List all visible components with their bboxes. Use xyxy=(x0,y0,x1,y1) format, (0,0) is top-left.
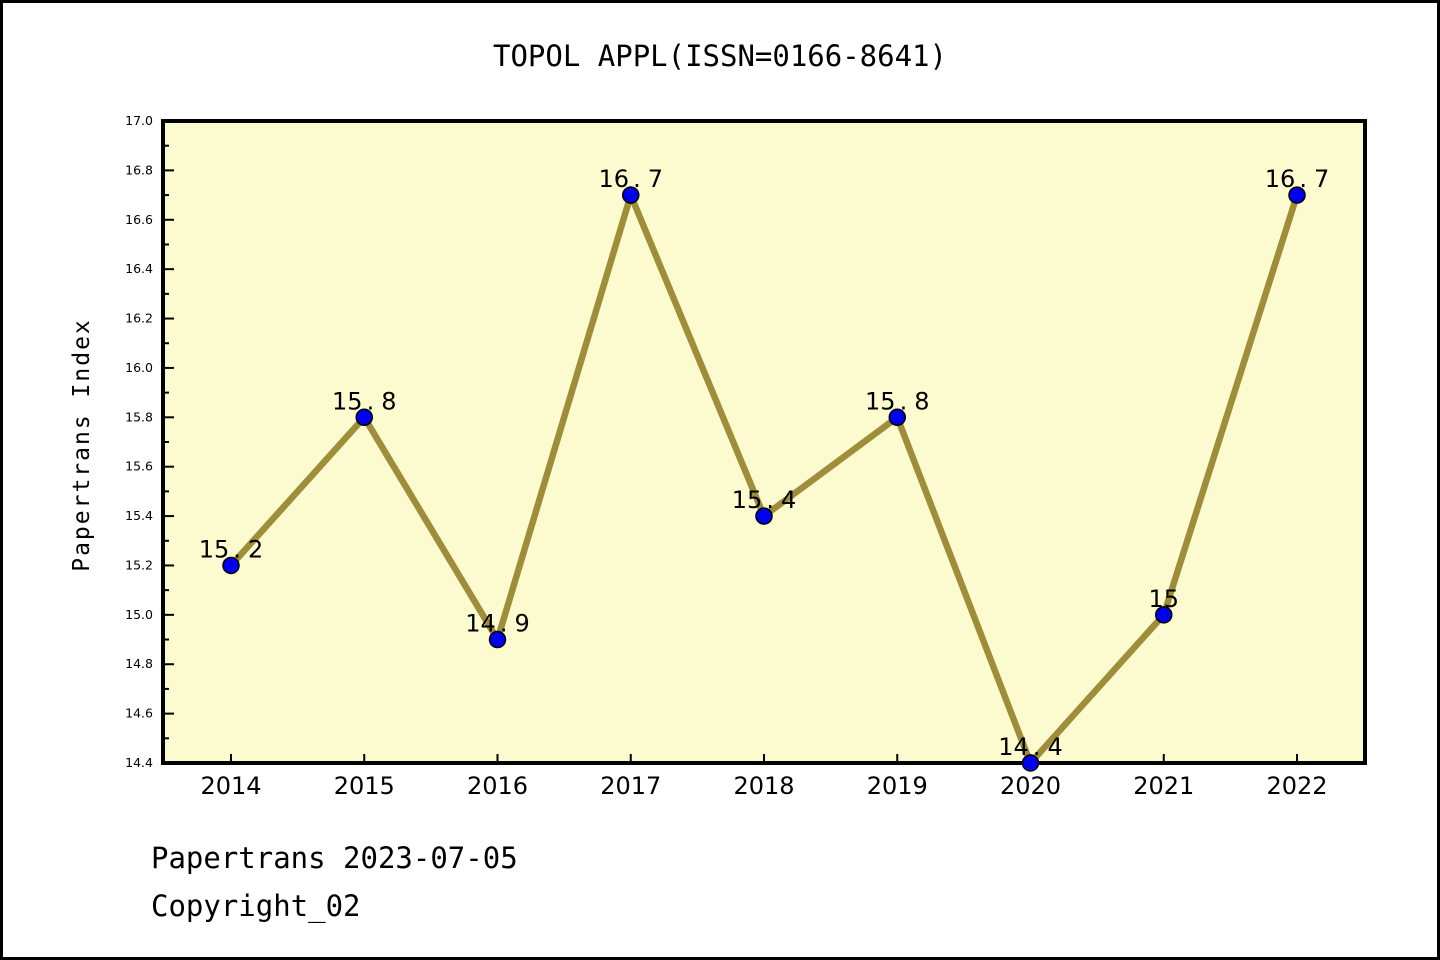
y-tick-label: 16.8 xyxy=(125,162,153,177)
x-tick-label: 2022 xyxy=(1266,772,1327,800)
data-point-marker xyxy=(1021,754,1040,772)
point-label: 15. 8 xyxy=(865,387,929,415)
data-point-marker xyxy=(222,556,240,575)
chart-title: TOPOL APPL(ISSN=0166-8641) xyxy=(493,39,947,73)
point-label: 14. 9 xyxy=(465,610,529,638)
point-label: 14. 4 xyxy=(998,733,1062,761)
y-tick-label: 14.6 xyxy=(125,706,153,721)
data-point-marker xyxy=(1155,606,1173,624)
point-label: 16. 7 xyxy=(599,165,663,193)
plot-border xyxy=(161,119,1367,765)
x-tick-label: 2019 xyxy=(867,772,928,800)
y-tick-label: 16.2 xyxy=(125,311,153,326)
x-tick-label: 2014 xyxy=(200,772,261,800)
point-label: 15. 2 xyxy=(199,535,263,563)
point-label: 16. 7 xyxy=(1265,165,1329,193)
data-point-marker xyxy=(622,186,640,204)
data-point-marker xyxy=(888,408,906,427)
x-tick-label: 2015 xyxy=(334,772,395,800)
y-tick-label: 17.0 xyxy=(125,113,153,128)
data-point-marker xyxy=(488,630,507,649)
x-tick-label: 2016 xyxy=(467,772,528,800)
y-tick-label: 15.2 xyxy=(125,557,153,572)
x-tick-label: 2018 xyxy=(733,772,794,800)
y-tick-label: 15.8 xyxy=(125,409,153,424)
y-tick-label: 14.8 xyxy=(125,656,153,671)
data-point-marker xyxy=(1288,186,1306,204)
point-label: 15. 8 xyxy=(332,387,396,415)
x-tick-label: 2017 xyxy=(600,772,661,800)
y-tick-label: 15.4 xyxy=(125,508,153,523)
y-tick-label: 14.4 xyxy=(125,755,153,770)
plot-area xyxy=(163,121,1365,763)
x-tick-label: 2021 xyxy=(1133,772,1194,800)
point-label: 15 xyxy=(1148,585,1179,613)
y-tick-label: 15.0 xyxy=(125,607,153,622)
footer-copyright: Copyright_02 xyxy=(151,889,361,923)
y-tick-label: 16.6 xyxy=(125,212,153,227)
data-point-marker xyxy=(355,408,373,427)
x-tick-label: 2020 xyxy=(1000,772,1061,800)
y-tick-label: 16.4 xyxy=(125,261,153,276)
y-tick-label: 15.6 xyxy=(125,459,153,474)
line-chart: 14.4 14.6 14.8 15.0 15.2 15.4 15.6 15.8 16.0 16.2… xyxy=(125,113,1367,800)
point-label: 15. 4 xyxy=(732,486,796,514)
data-point-marker xyxy=(755,507,773,525)
y-tick-label: 16.0 xyxy=(125,360,153,375)
footer-source-date: Papertrans 2023-07-05 xyxy=(151,841,518,875)
